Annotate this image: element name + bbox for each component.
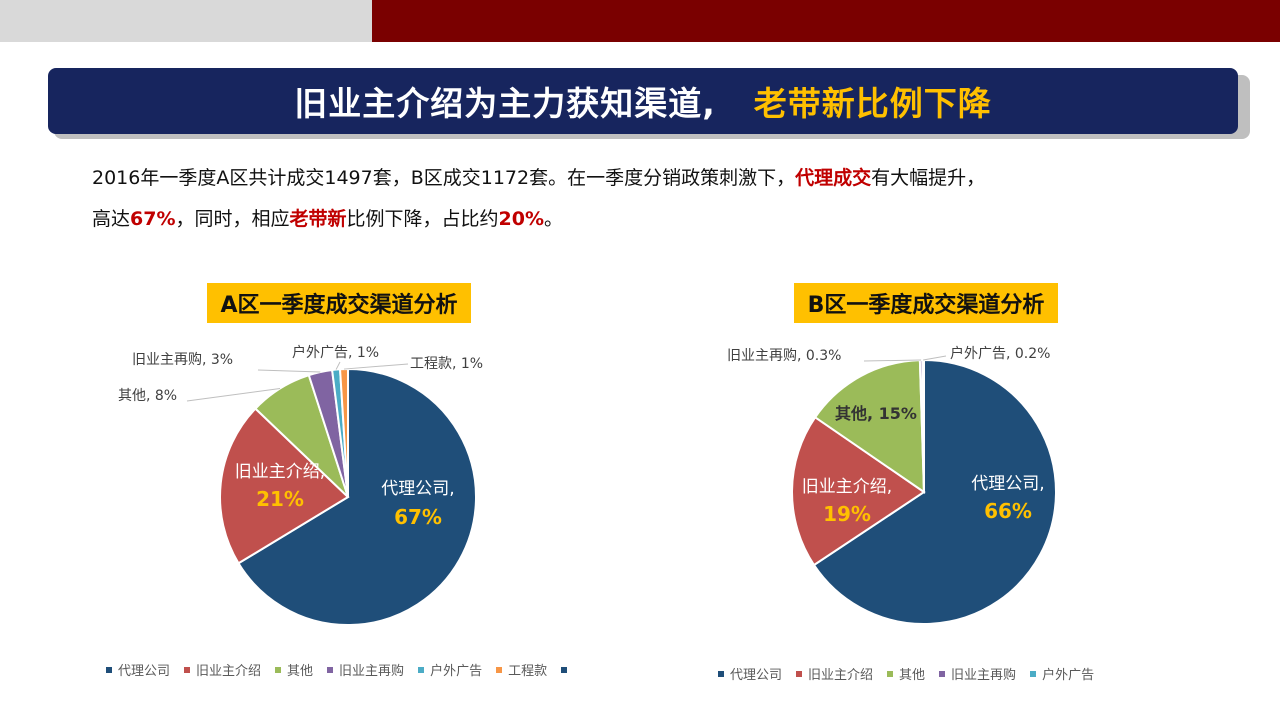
chart-a-legend: 代理公司 旧业主介绍 其他 旧业主再购 户外广告 工程款 (106, 660, 587, 679)
legend-swatch (796, 670, 803, 677)
legend-item-item (561, 666, 573, 673)
legend-label: 代理公司 (730, 668, 783, 683)
legend-swatch (418, 666, 425, 673)
pie-a-value-agency: 67% (394, 505, 442, 529)
pie-b-label-agency: 代理公司, (971, 474, 1044, 494)
intro-highlight: 代理成交 (795, 167, 872, 189)
legend-label: 旧业主再购 (339, 664, 405, 679)
legend-label: 旧业主介绍 (808, 668, 874, 683)
legend-item-construction-payment: 工程款 (496, 660, 547, 679)
pie-b-leader-outdoor-ad (923, 355, 947, 361)
legend-item-agency: 代理公司 (106, 660, 170, 679)
legend-label: 其他 (287, 664, 314, 679)
intro-highlight: 20% (498, 208, 545, 230)
title-banner: 旧业主介绍为主力获知渠道, 老带新比例下降 (48, 68, 1238, 134)
pie-b-label-owner-referral: 旧业主介绍, (802, 477, 892, 497)
pie-b-value-owner-referral: 19% (823, 502, 871, 526)
pie-b-slice-agency (812, 358, 1057, 625)
top-accent-bar-red (372, 0, 1280, 42)
legend-item-owner-repurchase: 旧业主再购 (327, 660, 404, 679)
pie-a-label-agency: 代理公司, (381, 479, 454, 499)
intro-text: 有大幅提升， (871, 167, 986, 189)
pie-a-label-other: 其他, 8% (118, 388, 177, 404)
pie-a-leader-construction-payment (343, 363, 409, 370)
pie-a-slice-agency (237, 367, 477, 626)
intro-text: ，同时，相应 (175, 208, 290, 230)
pie-a-label-owner-repurchase: 旧业主再购, 3% (132, 352, 233, 368)
intro-text: 。 (544, 208, 564, 230)
pie-a-leader-outdoor-ad (335, 361, 341, 370)
legend-item-outdoor-ad: 户外广告 (418, 660, 482, 679)
pie-a-leader-owner-repurchase (257, 369, 321, 373)
intro-text: 比例下降，占比约 (346, 208, 499, 230)
legend-label: 代理公司 (118, 664, 171, 679)
intro-text: 高达 (92, 208, 131, 230)
legend-swatch (561, 666, 568, 673)
legend-swatch (939, 670, 946, 677)
intro-highlight: 老带新 (289, 208, 347, 230)
legend-item-owner-referral: 旧业主介绍 (796, 664, 873, 683)
pie-a-label-outdoor-ad: 户外广告, 1% (292, 344, 379, 361)
pie-a-label-construction-payment: 工程款, 1% (410, 356, 483, 372)
legend-label: 户外广告 (430, 664, 483, 679)
pie-b-value-agency: 66% (984, 499, 1032, 523)
pie-a-label-owner-referral: 旧业主介绍, (235, 462, 325, 482)
legend-swatch (1030, 670, 1037, 677)
pie-b-label-outdoor-ad: 户外广告, 0.2% (950, 345, 1050, 362)
intro-paragraph: 2016年一季度A区共计成交1497套，B区成交1172套。在一季度分销政策刺激… (92, 158, 1222, 240)
pie-a-slice-owner-referral (219, 407, 350, 565)
pie-b-label-other: 其他, 15% (835, 404, 917, 423)
legend-label: 旧业主介绍 (196, 664, 262, 679)
legend-label: 工程款 (508, 664, 548, 679)
pie-b-label-owner-repurchase: 旧业主再购, 0.3% (727, 348, 841, 364)
legend-swatch (496, 666, 503, 673)
chart-b-title: B区一季度成交渠道分析 (794, 283, 1058, 323)
page-title: 旧业主介绍为主力获知渠道, (294, 84, 716, 123)
legend-item-other: 其他 (275, 660, 313, 679)
legend-swatch (718, 670, 724, 677)
page-title-highlight: 老带新比例下降 (753, 84, 992, 123)
legend-item-owner-referral: 旧业主介绍 (184, 660, 261, 679)
legend-swatch (106, 666, 112, 673)
pie-a-leader-other (186, 388, 281, 402)
legend-swatch (184, 666, 191, 673)
legend-item-owner-repurchase: 旧业主再购 (939, 664, 1016, 683)
pie-b-leader-owner-repurchase (863, 359, 922, 362)
pie-a-value-owner-referral: 21% (256, 487, 304, 511)
pie-b-slice-owner-referral (791, 415, 926, 567)
legend-swatch (327, 666, 334, 673)
legend-item-outdoor-ad: 户外广告 (1030, 664, 1094, 683)
chart-a-title: A区一季度成交渠道分析 (207, 283, 471, 323)
top-accent-bar-gray (0, 0, 372, 42)
legend-swatch (275, 666, 282, 673)
legend-item-other: 其他 (887, 664, 925, 683)
legend-label: 其他 (899, 668, 926, 683)
legend-label: 户外广告 (1042, 668, 1095, 683)
legend-item-agency: 代理公司 (718, 664, 782, 683)
chart-b-legend: 代理公司 旧业主介绍 其他 旧业主再购 户外广告 (718, 664, 1108, 683)
legend-swatch (887, 670, 894, 677)
intro-highlight: 67% (130, 208, 176, 230)
intro-text: 2016年一季度A区共计成交1497套，B区成交1172套。在一季度分销政策刺激… (92, 167, 796, 189)
legend-label: 旧业主再购 (951, 668, 1017, 683)
